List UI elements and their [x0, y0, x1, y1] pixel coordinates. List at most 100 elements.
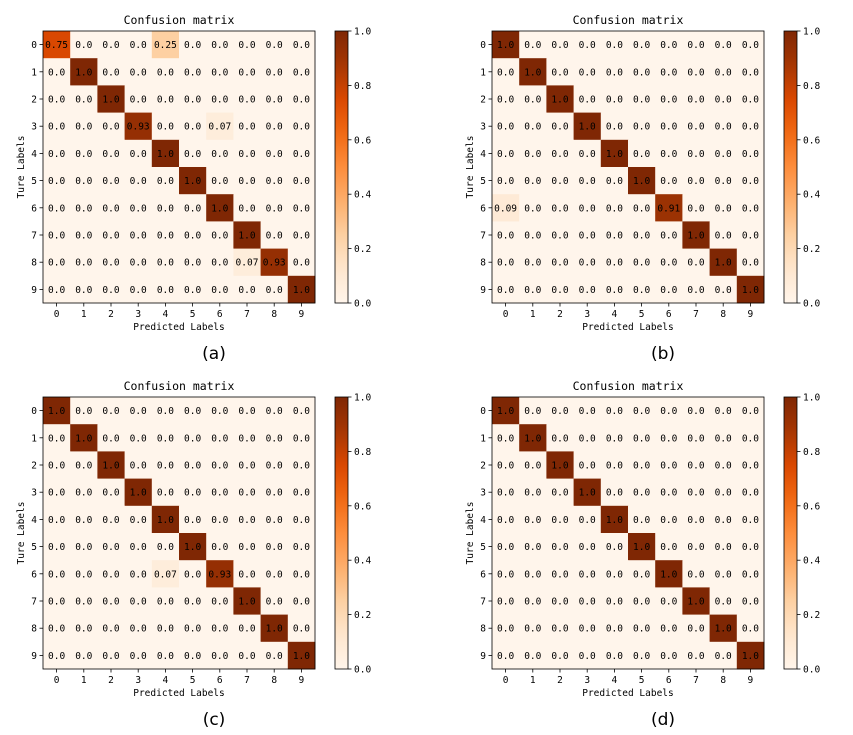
cell-value-label: 0.0 — [579, 149, 596, 160]
heatmap-cell — [600, 194, 629, 222]
y-tick-label: 6 — [480, 569, 486, 580]
cell-value-label: 0.0 — [715, 67, 732, 78]
heatmap-cell — [492, 58, 520, 86]
cell-value-label: 0.0 — [48, 433, 65, 444]
heatmap-cell — [546, 275, 574, 304]
cell-value-label: 0.0 — [130, 95, 147, 106]
heatmap-cell — [233, 275, 261, 304]
cell-value-label: 0.0 — [660, 67, 677, 78]
heatmap-cell — [70, 248, 98, 277]
heatmap-cell — [682, 587, 710, 615]
y-tick-label: 5 — [31, 542, 37, 553]
heatmap-cell — [546, 533, 574, 561]
cell-value-label: 1.0 — [266, 624, 283, 635]
x-tick-label: 5 — [190, 309, 196, 320]
heatmap-cell — [179, 31, 207, 59]
cell-value-label: 0.0 — [660, 433, 677, 444]
cell-value-label: 0.0 — [293, 203, 310, 214]
colorbar-tick-label: 0.4 — [803, 190, 820, 201]
cell-value-label: 1.0 — [497, 40, 514, 51]
cell-value-label: 0.0 — [157, 231, 174, 242]
cell-value-label: 0.0 — [266, 488, 283, 499]
heatmap-cell — [492, 505, 520, 534]
heatmap-cell — [70, 397, 98, 425]
colorbar-tick-label: 0.0 — [803, 665, 820, 676]
colorbar-tick-label: 0.8 — [803, 447, 820, 458]
heatmap-cell — [492, 533, 520, 561]
heatmap-cell — [260, 58, 289, 86]
cell-value-label: 0.0 — [157, 67, 174, 78]
cell-value-label: 0.0 — [524, 597, 541, 608]
y-tick-label: 5 — [31, 176, 37, 187]
cell-value-label: 0.0 — [497, 461, 514, 472]
heatmap-cell — [736, 85, 765, 113]
heatmap-cell — [736, 31, 765, 59]
cell-value-label: 0.0 — [687, 569, 704, 580]
heatmap-cell — [519, 424, 547, 452]
x-tick-label: 3 — [584, 675, 590, 686]
heatmap-cell — [655, 533, 683, 561]
cell-value-label: 1.0 — [75, 433, 92, 444]
cell-value-label: 0.0 — [742, 461, 759, 472]
heatmap-cell — [546, 478, 574, 507]
cell-value-label: 1.0 — [742, 651, 759, 662]
cell-value-label: 0.0 — [157, 542, 174, 553]
cell-value-label: 0.0 — [579, 95, 596, 106]
cell-value-label: 0.0 — [551, 122, 568, 133]
cell-value-label: 0.0 — [102, 433, 119, 444]
cell-value-label: 0.0 — [184, 515, 201, 526]
cell-value-label: 0.0 — [660, 40, 677, 51]
heatmap-cell — [97, 533, 125, 561]
heatmap-cell — [124, 112, 153, 141]
heatmap-cell — [43, 560, 71, 588]
heatmap-cell — [43, 139, 71, 168]
heatmap-cell — [206, 614, 234, 643]
cell-value-label: 0.0 — [633, 597, 650, 608]
cell-value-label: 0.0 — [660, 176, 677, 187]
cell-value-label: 0.0 — [715, 40, 732, 51]
heatmap-cell — [709, 478, 738, 507]
y-tick-label: 3 — [480, 122, 486, 133]
cell-value-label: 1.0 — [157, 149, 174, 160]
x-axis-label: Predicted Labels — [133, 688, 225, 699]
cell-value-label: 0.0 — [102, 258, 119, 269]
cell-value-label: 0.0 — [157, 488, 174, 499]
heatmap-cell — [43, 248, 71, 277]
y-tick-label: 7 — [480, 231, 486, 242]
cell-value-label: 1.0 — [660, 569, 677, 580]
cell-value-label: 0.0 — [211, 67, 228, 78]
y-axis-label: Ture Labels — [465, 502, 476, 565]
cell-value-label: 0.0 — [524, 461, 541, 472]
cell-value-label: 1.0 — [524, 67, 541, 78]
cell-value-label: 0.0 — [75, 515, 92, 526]
heatmap-cell — [287, 248, 316, 277]
heatmap-cell — [151, 587, 180, 615]
heatmap-cell — [573, 167, 602, 195]
x-tick-label: 8 — [271, 309, 277, 320]
heatmap-cell — [206, 58, 234, 86]
cell-value-label: 0.0 — [579, 515, 596, 526]
heatmap-cell — [600, 560, 629, 588]
cell-value-label: 0.0 — [211, 231, 228, 242]
y-tick-label: 0 — [31, 406, 37, 417]
x-tick-label: 3 — [584, 309, 590, 320]
heatmap-cell — [709, 505, 738, 534]
heatmap-cell — [492, 167, 520, 195]
cell-value-label: 0.0 — [184, 95, 201, 106]
panel-label: (c) — [203, 710, 226, 730]
cell-value-label: 0.0 — [48, 542, 65, 553]
cell-value-label: 0.0 — [687, 542, 704, 553]
heatmap-cell — [628, 397, 656, 425]
cell-value-label: 0.0 — [497, 95, 514, 106]
cell-value-label: 0.0 — [715, 122, 732, 133]
cell-value-label: 0.0 — [211, 597, 228, 608]
cell-value-label: 0.0 — [660, 231, 677, 242]
cell-value-label: 0.0 — [551, 542, 568, 553]
cell-value-label: 0.0 — [184, 651, 201, 662]
cell-value-label: 0.0 — [102, 149, 119, 160]
colorbar-tick-label: 0.2 — [354, 610, 371, 621]
heatmap-cell — [179, 194, 207, 222]
heatmap-cell — [97, 85, 125, 113]
cell-value-label: 0.0 — [606, 40, 623, 51]
heatmap-cell — [600, 58, 629, 86]
